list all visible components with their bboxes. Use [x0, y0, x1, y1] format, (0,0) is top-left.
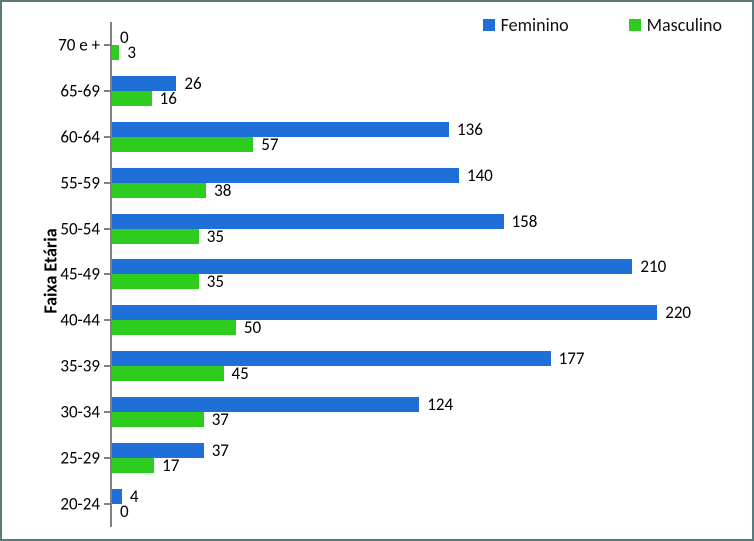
bar-row-masculino: 17 [112, 458, 740, 473]
bar-feminino [112, 122, 449, 137]
category-group: 25-293717 [110, 435, 740, 481]
bar-feminino [112, 168, 459, 183]
bar-masculino [112, 91, 152, 106]
chart-container: Feminino Masculino Faixa Etária 70 e +03… [0, 0, 754, 541]
bar-row-masculino: 38 [112, 183, 740, 198]
bar-row-masculino: 50 [112, 320, 740, 335]
value-label-feminino: 177 [559, 350, 585, 367]
bar-row-feminino: 136 [112, 122, 740, 137]
bar-masculino [112, 366, 224, 381]
bar-feminino [112, 214, 504, 229]
value-label-feminino: 136 [457, 121, 483, 138]
bar-row-masculino: 3 [112, 45, 740, 60]
bar-feminino [112, 351, 551, 366]
category-group: 45-4921035 [110, 252, 740, 298]
category-group: 65-692616 [110, 68, 740, 114]
plot-area: 70 e +0365-69261660-641365755-591403850-… [110, 22, 740, 527]
value-label-feminino: 37 [212, 442, 229, 459]
value-label-masculino: 37 [212, 411, 229, 428]
bar-masculino [112, 412, 204, 427]
bar-row-masculino: 57 [112, 137, 740, 152]
value-label-masculino: 16 [160, 90, 177, 107]
value-label-masculino: 0 [120, 503, 129, 520]
value-label-feminino: 4 [130, 488, 139, 505]
category-group: 40-4422050 [110, 297, 740, 343]
category-group: 50-5415835 [110, 206, 740, 252]
category-group: 35-3917745 [110, 343, 740, 389]
bar-row-feminino: 26 [112, 76, 740, 91]
category-label: 60-64 [60, 126, 110, 147]
category-label: 30-34 [60, 402, 110, 423]
bar-row-masculino: 16 [112, 91, 740, 106]
category-label: 25-29 [60, 448, 110, 469]
category-group: 60-6413657 [110, 114, 740, 160]
bar-row-feminino: 37 [112, 443, 740, 458]
bar-feminino [112, 259, 632, 274]
value-label-masculino: 17 [162, 457, 179, 474]
bar-row-masculino: 0 [112, 504, 740, 519]
bar-row-masculino: 35 [112, 229, 740, 244]
bar-masculino [112, 137, 253, 152]
bar-feminino [112, 305, 657, 320]
category-label: 70 e + [58, 34, 110, 55]
value-label-masculino: 57 [261, 136, 278, 153]
bar-masculino [112, 229, 199, 244]
bar-row-feminino: 0 [112, 30, 740, 45]
bar-row-masculino: 45 [112, 366, 740, 381]
bar-groups: 70 e +0365-69261660-641365755-591403850-… [110, 22, 740, 527]
category-label: 40-44 [60, 310, 110, 331]
bar-masculino [112, 183, 206, 198]
bar-masculino [112, 320, 236, 335]
bar-feminino [112, 397, 419, 412]
bar-row-masculino: 35 [112, 274, 740, 289]
value-label-masculino: 35 [207, 228, 224, 245]
value-label-masculino: 3 [127, 44, 136, 61]
bar-row-feminino: 124 [112, 397, 740, 412]
bar-row-feminino: 140 [112, 168, 740, 183]
category-label: 45-49 [60, 264, 110, 285]
bar-row-masculino: 37 [112, 412, 740, 427]
value-label-feminino: 26 [184, 75, 201, 92]
value-label-masculino: 45 [232, 365, 249, 382]
bar-row-feminino: 4 [112, 489, 740, 504]
bar-row-feminino: 220 [112, 305, 740, 320]
bar-masculino [112, 458, 154, 473]
category-label: 35-39 [60, 356, 110, 377]
value-label-masculino: 38 [214, 182, 231, 199]
bar-masculino [112, 274, 199, 289]
value-label-masculino: 35 [207, 273, 224, 290]
category-group: 30-3412437 [110, 389, 740, 435]
value-label-feminino: 158 [512, 213, 538, 230]
bar-masculino [112, 45, 119, 60]
value-label-feminino: 140 [467, 167, 493, 184]
category-group: 55-5914038 [110, 160, 740, 206]
bar-feminino [112, 443, 204, 458]
category-label: 50-54 [60, 218, 110, 239]
category-group: 70 e +03 [110, 22, 740, 68]
value-label-feminino: 210 [640, 258, 666, 275]
y-axis-title: Faixa Etária [40, 228, 62, 313]
category-label: 65-69 [60, 80, 110, 101]
value-label-masculino: 50 [244, 319, 261, 336]
category-label: 20-24 [60, 494, 110, 515]
bar-row-feminino: 177 [112, 351, 740, 366]
category-label: 55-59 [60, 172, 110, 193]
category-group: 20-2440 [110, 481, 740, 527]
value-label-feminino: 124 [427, 396, 453, 413]
value-label-feminino: 220 [665, 304, 691, 321]
